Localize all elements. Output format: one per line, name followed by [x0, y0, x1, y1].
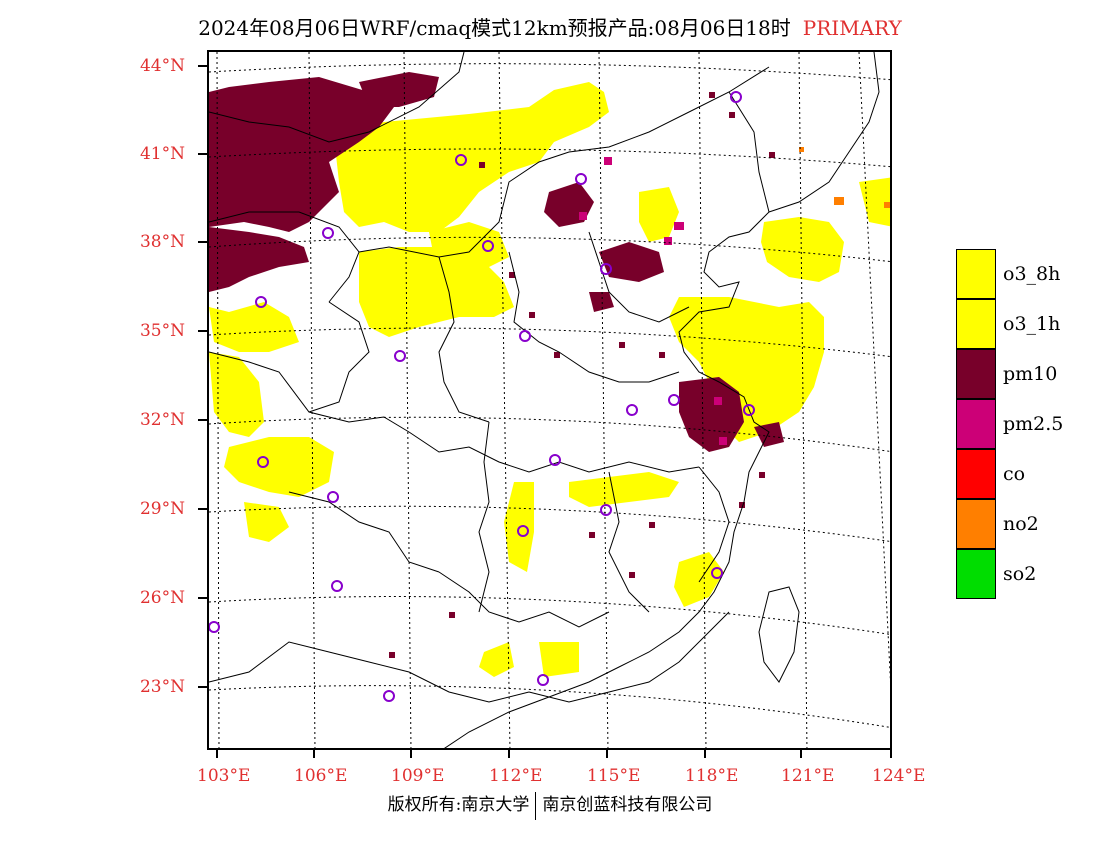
map-title: 2024年08月06日WRF/cmaq模式12km预报产品:08月06日18时	[198, 16, 791, 40]
footer-separator	[535, 791, 537, 820]
pm10-areas	[209, 72, 784, 452]
pm10-area-west-band	[209, 227, 309, 292]
legend-swatch	[956, 449, 996, 499]
lon-label-106: 106°E	[294, 766, 348, 786]
lon-tick	[216, 750, 218, 758]
ozone-area-yunnan	[244, 502, 289, 542]
ozone-area-north	[334, 82, 609, 232]
lon-label-121: 121°E	[781, 766, 835, 786]
legend-swatch	[956, 499, 996, 549]
lon-label-115: 115°E	[587, 766, 641, 786]
lat-label-23: 23°N	[139, 677, 185, 697]
lat-label-26: 26°N	[139, 588, 185, 608]
lon-tick	[890, 750, 892, 758]
coastline	[444, 52, 880, 748]
map-title-row: 2024年08月06日WRF/cmaq模式12km预报产品:08月06日18时 P…	[0, 12, 1100, 41]
legend-swatch	[956, 299, 996, 349]
footer: 版权所有:南京大学 南京创蓝科技有限公司	[0, 790, 1100, 820]
scatter-blocks	[389, 92, 890, 658]
legend-label: so2	[1003, 563, 1037, 585]
ozone-area-ordos	[359, 247, 514, 337]
lat-label-35: 35°N	[139, 321, 185, 341]
lat-label-41: 41°N	[139, 144, 185, 164]
ozone-area-west	[209, 302, 299, 352]
ozone-area-jiangxi	[569, 472, 679, 507]
pm10-area-beijing	[544, 182, 594, 227]
ozone-area-ne	[859, 177, 890, 227]
legend-label: o3_1h	[1003, 313, 1061, 335]
ozone-area-guangdong	[539, 642, 579, 677]
lat-label-32: 32°N	[139, 410, 185, 430]
legend-swatch	[956, 399, 996, 449]
lat-label-38: 38°N	[139, 232, 185, 252]
pm10-area-mongolia	[359, 72, 439, 107]
station-markers	[209, 91, 755, 702]
lat-tick	[198, 241, 207, 243]
lon-label-118: 118°E	[685, 766, 739, 786]
ozone-area-shandong-east	[669, 297, 824, 442]
lat-tick	[198, 330, 207, 332]
lon-tick	[800, 750, 802, 758]
legend-label: o3_8h	[1003, 263, 1061, 285]
pollution-map[interactable]	[207, 50, 892, 750]
legend-label: pm2.5	[1003, 413, 1064, 435]
legend-label: pm10	[1003, 363, 1058, 385]
ozone-area-liaoning	[761, 217, 844, 282]
ozone-area-sichuan-west	[209, 352, 264, 437]
footer-copyright: 版权所有:南京大学	[387, 795, 530, 815]
lon-tick	[704, 750, 706, 758]
legend-label: no2	[1003, 513, 1039, 535]
pm10-area-hebei-south	[599, 242, 664, 282]
legend-swatch	[956, 549, 996, 599]
lat-label-44: 44°N	[139, 56, 185, 76]
lat-tick	[198, 419, 207, 421]
lat-label-29: 29°N	[139, 499, 185, 519]
ozone-area-guangxi	[479, 642, 514, 677]
lat-tick	[198, 65, 207, 67]
graticule	[209, 52, 890, 748]
pm10-area-shandong	[589, 292, 614, 312]
lon-label-124: 124°E	[872, 766, 926, 786]
lat-tick	[198, 686, 207, 688]
lon-label-112: 112°E	[489, 766, 543, 786]
lon-tick	[410, 750, 412, 758]
legend-swatch	[956, 349, 996, 399]
map-canvas	[209, 52, 890, 748]
lon-label-103: 103°E	[197, 766, 251, 786]
ozone-area-hebei	[639, 187, 679, 242]
pm10-area-shanghai	[679, 377, 744, 452]
lat-tick	[198, 597, 207, 599]
pm10-area-northwest	[209, 77, 394, 232]
lon-label-109: 109°E	[391, 766, 445, 786]
footer-company: 南京创蓝科技有限公司	[542, 795, 713, 815]
lon-tick	[508, 750, 510, 758]
lat-tick	[198, 153, 207, 155]
lat-tick	[198, 508, 207, 510]
pm10-area-jiangsu-south	[754, 422, 784, 447]
primary-tag: PRIMARY	[802, 16, 902, 40]
ozone-area-sichuan	[224, 437, 334, 497]
legend-swatch	[956, 249, 996, 299]
province-boundaries	[209, 52, 770, 703]
legend-label: co	[1003, 463, 1026, 485]
ozone-area-fujian	[674, 552, 724, 607]
lon-tick	[313, 750, 315, 758]
lon-tick	[606, 750, 608, 758]
